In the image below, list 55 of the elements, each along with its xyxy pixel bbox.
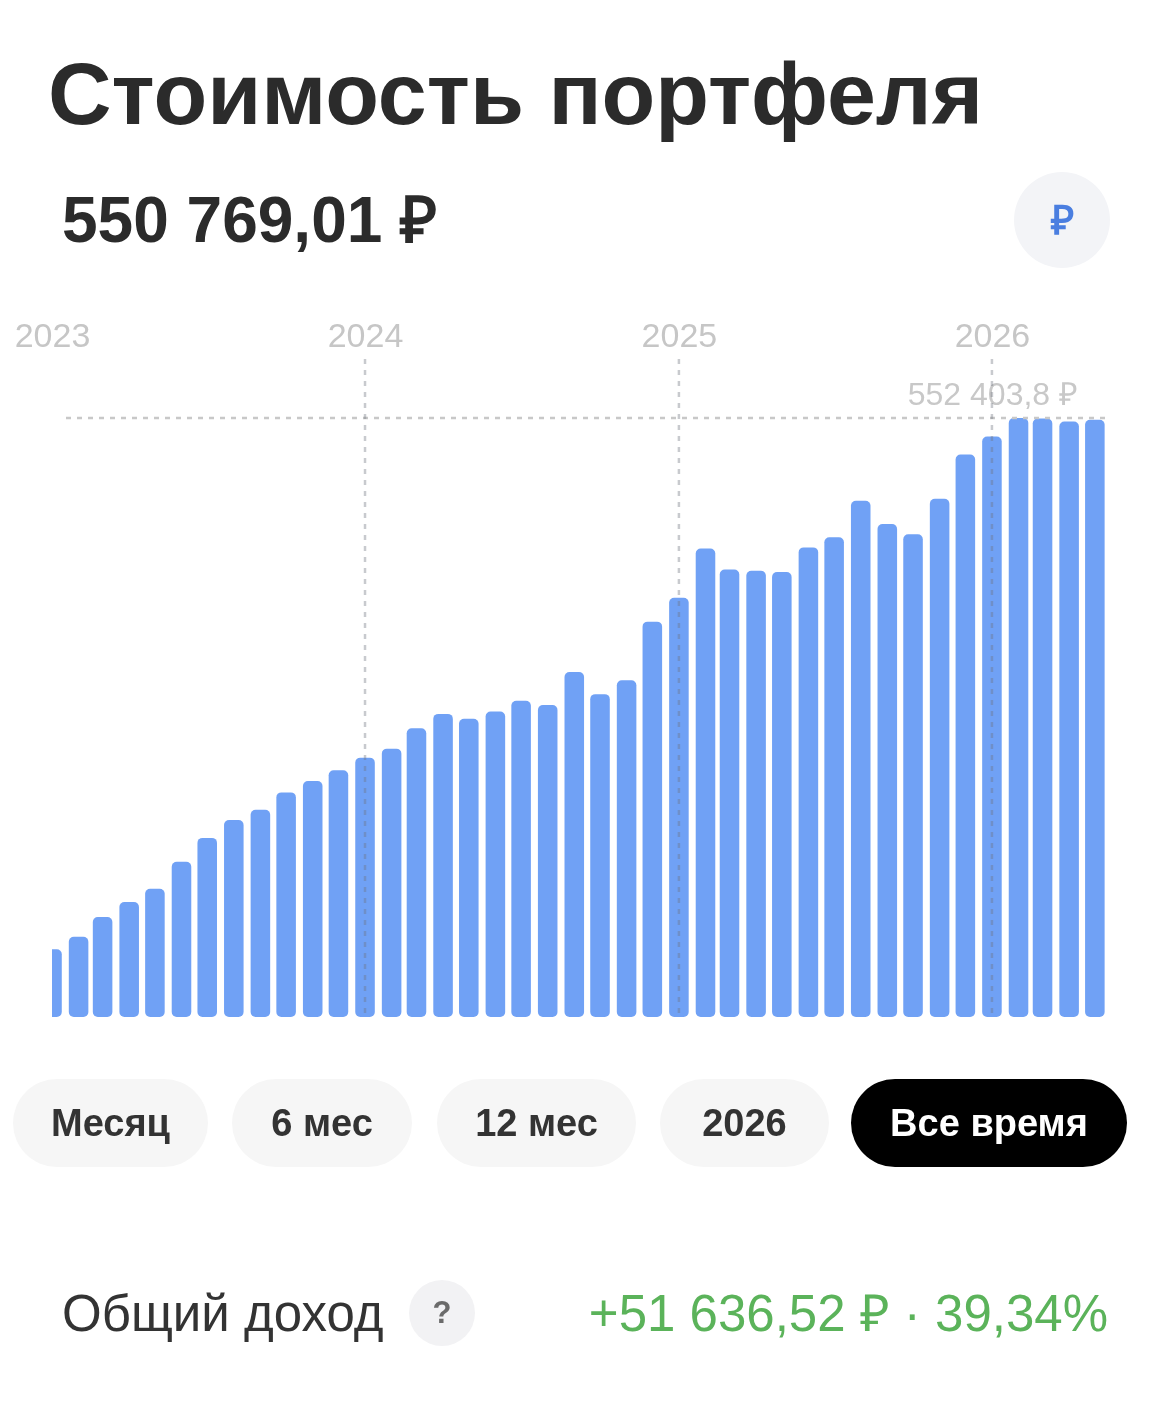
bar	[669, 597, 689, 1017]
pill-button: 6 мес	[232, 1079, 412, 1167]
bar	[537, 704, 558, 1017]
bar	[746, 570, 766, 1017]
bar	[772, 571, 792, 1017]
bar	[145, 888, 165, 1017]
bar	[224, 819, 244, 1017]
bar	[92, 916, 113, 1017]
bar	[511, 700, 531, 1017]
text: +51 636,52 ₽ · 39,34%	[588, 1284, 1108, 1344]
bar	[982, 436, 1002, 1017]
bar	[250, 809, 271, 1017]
bar	[433, 713, 453, 1017]
x-tick-label: 2026	[954, 316, 1031, 354]
bar	[719, 569, 740, 1017]
text: Общий доход	[62, 1284, 384, 1344]
bar	[929, 498, 950, 1017]
x-tick-label: 2024	[327, 316, 404, 354]
bar	[824, 537, 844, 1017]
bar	[564, 671, 585, 1017]
bar	[903, 534, 923, 1017]
bar	[1059, 421, 1079, 1017]
chart-title: Стоимость портфеля	[48, 44, 984, 144]
pill-button: Месяц	[13, 1079, 208, 1167]
pill-button: 12 мес	[437, 1079, 636, 1167]
bar	[1085, 419, 1105, 1017]
x-tick-label: 2023	[14, 316, 91, 354]
bar	[68, 936, 89, 1017]
help-button: ?	[409, 1280, 475, 1346]
x-tick-label: 2025	[641, 316, 718, 354]
bar	[798, 547, 819, 1017]
bar	[355, 757, 375, 1017]
bar	[381, 748, 402, 1017]
bar	[406, 728, 427, 1017]
pill-button: Все время	[851, 1079, 1127, 1167]
bar	[171, 861, 192, 1017]
bar	[850, 500, 871, 1017]
bar	[695, 548, 716, 1017]
bar	[197, 837, 217, 1017]
bar	[877, 524, 898, 1017]
bar	[590, 694, 610, 1017]
bar	[276, 792, 296, 1017]
bar	[302, 780, 323, 1017]
bar	[616, 680, 637, 1017]
bar	[1008, 418, 1029, 1017]
pill-button: 2026	[660, 1079, 829, 1167]
chart-subtitle: 550 769,01 ₽	[62, 183, 438, 257]
bar	[485, 711, 506, 1017]
bar	[955, 454, 976, 1017]
bar	[459, 718, 479, 1017]
bar	[1032, 418, 1053, 1017]
bar	[119, 901, 139, 1017]
bar	[328, 770, 349, 1017]
bar	[642, 621, 663, 1017]
currency-button: ₽	[1014, 172, 1110, 268]
